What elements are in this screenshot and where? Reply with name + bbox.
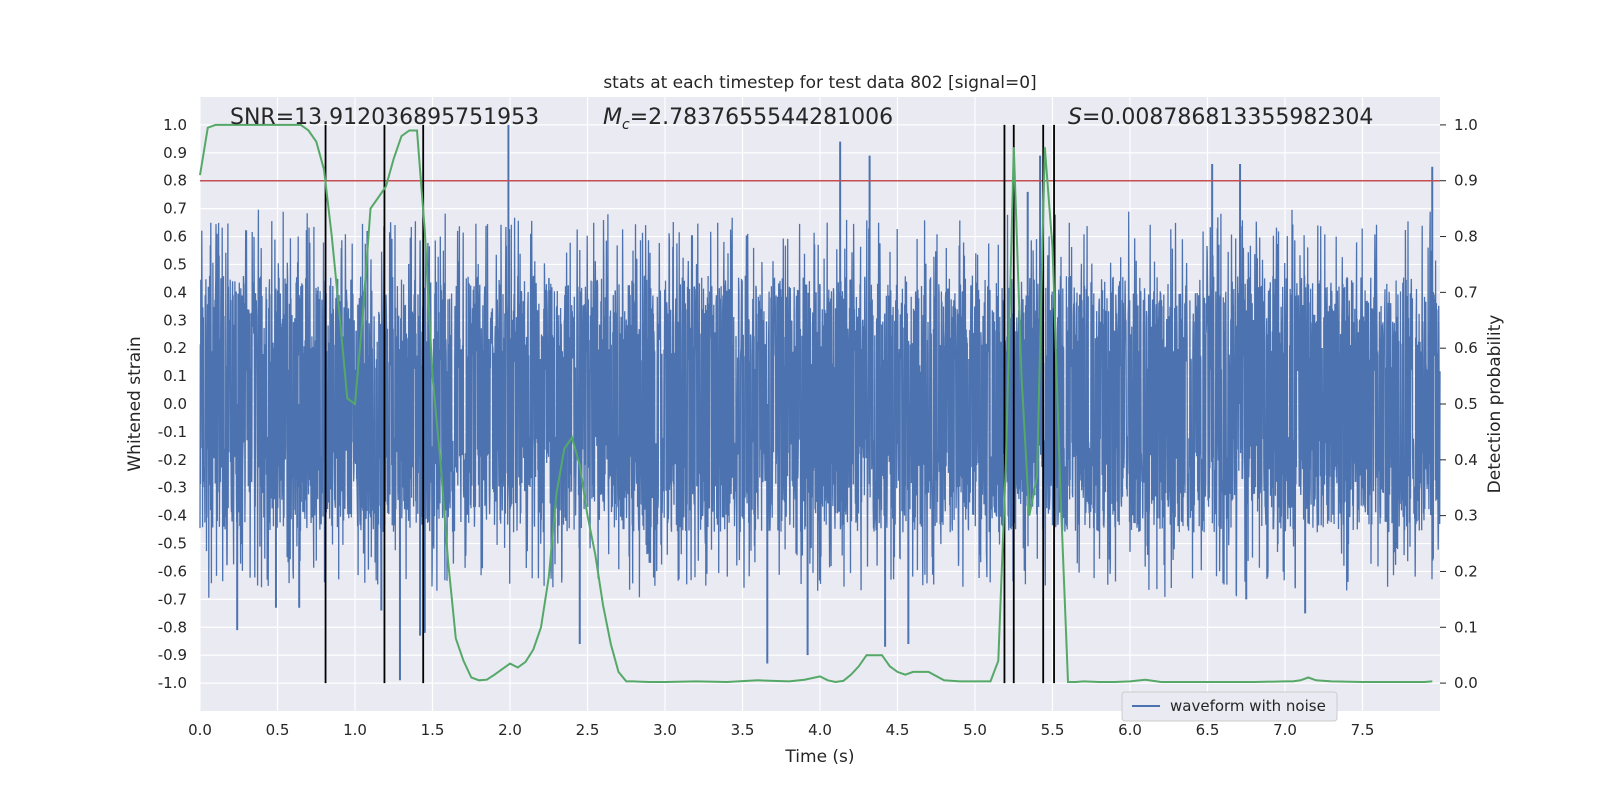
y2-tick-label: 0.0 <box>1454 674 1478 692</box>
y2-axis-ticks: 1.0 0.9 0.8 0.7 0.6 0.5 0.4 0.3 0.2 0.1 0.0 <box>1440 116 1478 692</box>
y-tick-label: -0.2 <box>158 451 187 469</box>
legend: waveform with noise <box>1121 691 1338 722</box>
y-axis-label: Whitened strain <box>125 336 145 471</box>
y-tick-label: -0.8 <box>158 618 187 636</box>
x-tick-label: 5.0 <box>963 721 987 739</box>
x-tick-label: 2.0 <box>498 721 522 739</box>
y-tick-label: -0.6 <box>158 562 187 580</box>
x-tick-label: 2.5 <box>576 721 600 739</box>
waveform-line <box>199 209 1441 598</box>
x-tick-label: 7.5 <box>1351 721 1375 739</box>
x-tick-label: 7.0 <box>1273 721 1297 739</box>
y-axis-ticks: 1.0 0.9 0.8 0.7 0.6 0.5 0.4 0.3 0.2 0.1 0.0 -0.1 -0.… <box>158 116 187 692</box>
y-tick-label: 0.3 <box>163 311 187 329</box>
probability-line <box>199 123 1433 684</box>
y-tick-label: 0.0 <box>163 395 187 413</box>
x-tick-label: 0.0 <box>188 721 212 739</box>
y-tick-label: -1.0 <box>158 674 187 692</box>
y-tick-label: -0.3 <box>158 479 187 497</box>
x-axis-label: Time (s) <box>784 747 854 767</box>
y-tick-label: 0.6 <box>163 228 187 246</box>
x-axis-ticks: 0.0 0.5 1.0 1.5 2.0 2.5 3.0 3.5 4.0 4.5 5.0 5.5 6.0 6… <box>188 721 1374 739</box>
y-tick-label: 0.8 <box>163 172 187 190</box>
x-tick-label: 4.0 <box>808 721 832 739</box>
y-tick-label: 0.2 <box>163 339 187 357</box>
y2-tick-label: 0.9 <box>1454 172 1478 190</box>
y-tick-label: 0.4 <box>163 283 187 301</box>
y2-tick-label: 0.3 <box>1454 507 1478 525</box>
chirp-mass-annotation: Mc=2.7837655544281006 <box>603 105 893 133</box>
y2-axis-label: Detection probability <box>1485 315 1505 494</box>
y2-tick-label: 1.0 <box>1454 116 1478 134</box>
legend-box <box>1121 691 1338 722</box>
y-tick-label: 0.5 <box>163 255 187 273</box>
y-tick-label: -0.5 <box>158 535 187 553</box>
y-tick-label: 1.0 <box>163 116 187 134</box>
x-tick-label: 0.5 <box>266 721 290 739</box>
y-tick-label: 0.1 <box>163 367 187 385</box>
y-tick-label: 0.9 <box>163 144 187 162</box>
y2-tick-label: 0.1 <box>1454 618 1478 636</box>
y2-tick-label: 0.8 <box>1454 228 1478 246</box>
y-tick-label: -0.4 <box>158 507 187 525</box>
x-tick-label: 6.0 <box>1118 721 1142 739</box>
x-tick-label: 1.0 <box>343 721 367 739</box>
y2-tick-label: 0.5 <box>1454 395 1478 413</box>
x-tick-label: 1.5 <box>421 721 445 739</box>
legend-label: waveform with noise <box>1170 697 1326 715</box>
snr-annotation: SNR=13.912036895751953 <box>230 105 539 130</box>
x-tick-label: 5.5 <box>1041 721 1065 739</box>
y2-tick-label: 0.4 <box>1454 451 1478 469</box>
s-annotation: S=0.008786813355982304 <box>1068 105 1373 130</box>
x-tick-label: 3.5 <box>731 721 755 739</box>
chart-title: stats at each timestep for test data 802… <box>603 73 1036 93</box>
probability-series <box>199 123 1433 684</box>
x-tick-label: 3.0 <box>653 721 677 739</box>
y2-tick-label: 0.2 <box>1454 562 1478 580</box>
y-tick-label: -0.9 <box>158 646 187 664</box>
y2-tick-label: 0.6 <box>1454 339 1478 357</box>
x-tick-label: 6.5 <box>1196 721 1220 739</box>
y2-tick-label: 0.7 <box>1454 283 1478 301</box>
y-tick-label: -0.7 <box>158 590 187 608</box>
y-tick-label: -0.1 <box>158 423 187 441</box>
y-tick-label: 0.7 <box>163 200 187 218</box>
x-tick-label: 4.5 <box>886 721 910 739</box>
